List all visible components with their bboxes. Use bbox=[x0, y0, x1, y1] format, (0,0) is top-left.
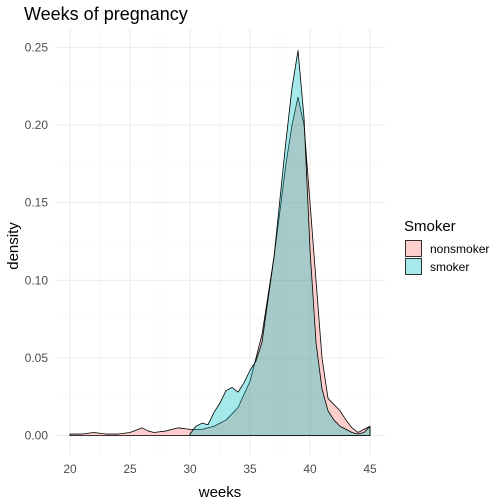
legend-key-background bbox=[405, 258, 422, 275]
legend-label-nonsmoker: nonsmoker bbox=[430, 242, 489, 256]
density-area-smoker bbox=[189, 50, 371, 436]
y-axis-ticks: 0.00 0.05 0.10 0.15 0.20 0.25 bbox=[25, 40, 49, 442]
legend-key-smoker bbox=[405, 258, 422, 275]
density-area-nonsmoker bbox=[69, 96, 371, 436]
y-tick-label: 0.15 bbox=[25, 196, 49, 210]
x-axis-title: weeks bbox=[198, 484, 242, 501]
legend-key-nonsmoker bbox=[405, 240, 422, 257]
x-tick-label: 40 bbox=[303, 462, 317, 476]
x-axis-ticks: 20 25 30 35 40 45 bbox=[63, 462, 377, 476]
x-tick-label: 20 bbox=[63, 462, 77, 476]
legend-label-smoker: smoker bbox=[430, 260, 469, 274]
x-tick-label: 30 bbox=[183, 462, 197, 476]
y-tick-label: 0.10 bbox=[25, 273, 49, 287]
y-tick-label: 0.20 bbox=[25, 118, 49, 132]
legend: Smoker nonsmoker smoker bbox=[404, 218, 489, 275]
grid-lines bbox=[55, 28, 385, 455]
x-tick-label: 45 bbox=[363, 462, 377, 476]
x-tick-label: 25 bbox=[123, 462, 137, 476]
density-areas bbox=[69, 50, 371, 436]
y-tick-label: 0.00 bbox=[25, 429, 49, 443]
legend-title: Smoker bbox=[404, 218, 456, 235]
y-tick-label: 0.05 bbox=[25, 351, 49, 365]
y-tick-label: 0.25 bbox=[25, 40, 49, 54]
x-tick-label: 35 bbox=[243, 462, 257, 476]
chart-title: Weeks of pregnancy bbox=[24, 4, 188, 24]
y-axis-title: density bbox=[5, 222, 22, 270]
legend-key-background bbox=[405, 240, 422, 257]
